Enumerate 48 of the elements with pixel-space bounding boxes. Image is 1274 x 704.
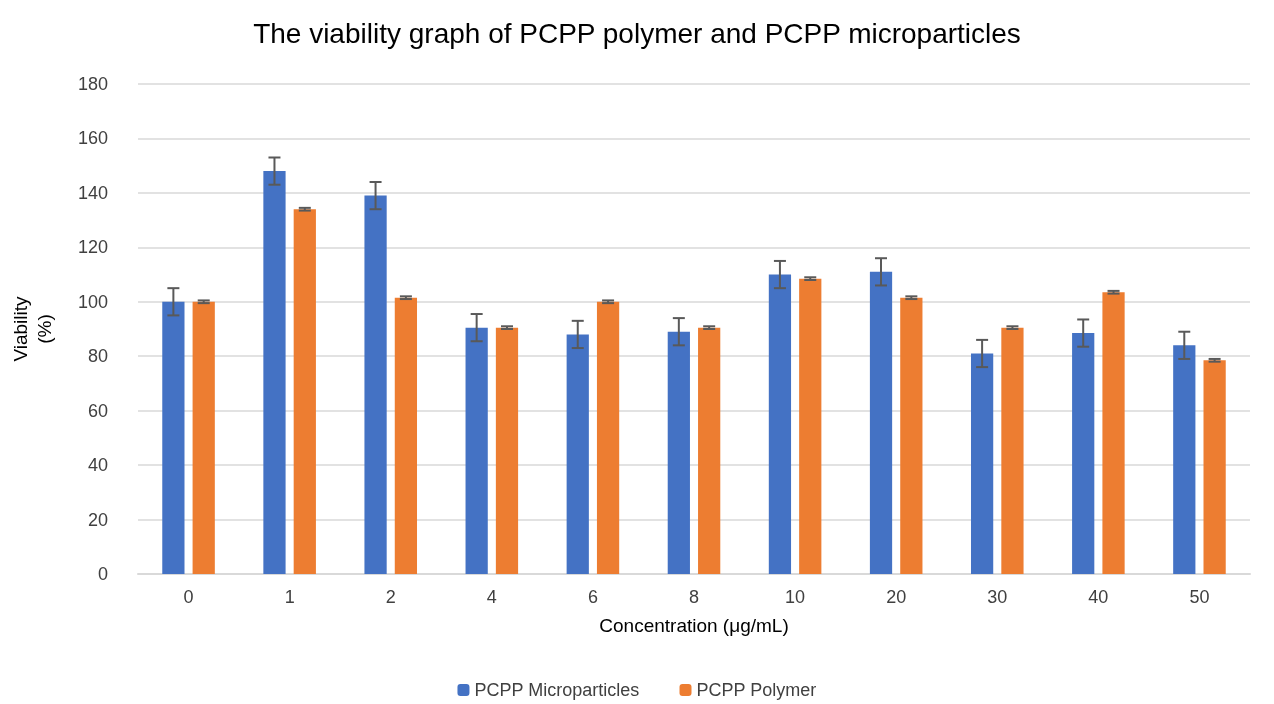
bar: [495, 327, 519, 574]
bar: [192, 301, 215, 574]
y-tick-label: 20: [87, 509, 108, 530]
y-tick-label: 40: [87, 455, 108, 476]
bar: [768, 274, 792, 574]
bar: [1173, 345, 1196, 574]
bar: [900, 297, 923, 574]
x-tick-label: 6: [587, 587, 598, 607]
x-axis-title: Concentration (μg/mL): [599, 615, 789, 636]
bar: [364, 195, 387, 574]
bar: [869, 271, 893, 574]
bar: [293, 209, 316, 574]
bar: [799, 278, 822, 574]
bar: [162, 301, 185, 574]
y-tick-label: 160: [77, 128, 108, 149]
bar: [566, 334, 589, 574]
x-tick-label: 1: [284, 587, 295, 607]
bar: [970, 353, 994, 574]
y-tick-label: 140: [77, 182, 108, 203]
y-tick-label: 100: [77, 291, 108, 312]
x-tick-label: 4: [486, 587, 497, 607]
x-tick-label: 8: [688, 587, 700, 607]
y-tick-label: 60: [87, 400, 108, 421]
bar: [465, 327, 488, 574]
x-tick-label: 2: [385, 587, 396, 607]
bar: [1072, 333, 1095, 574]
x-tick-label: 40: [1088, 587, 1109, 607]
x-tick-label: 30: [987, 587, 1008, 607]
bar: [698, 327, 721, 574]
bar: [1102, 292, 1125, 574]
x-tick-label: 50: [1189, 587, 1210, 607]
y-tick-label: 180: [77, 74, 108, 94]
bar: [1203, 360, 1226, 574]
x-tick-label: 20: [886, 587, 907, 607]
bar: [263, 171, 286, 574]
y-axis-title: Viability (%): [9, 295, 55, 362]
bar: [1001, 327, 1024, 574]
x-tick-label: 10: [785, 587, 806, 607]
bar: [667, 331, 690, 574]
y-tick-label: 120: [77, 237, 108, 258]
bar: [596, 301, 620, 574]
chart-title: The viability graph of PCPP polymer and PCPP microparticles: [253, 17, 1021, 49]
legend-label: PCPP Microparticles: [474, 680, 640, 700]
bar: [394, 297, 418, 574]
y-tick-label: 80: [87, 346, 108, 367]
y-tick-label: 0: [97, 564, 108, 584]
x-tick-label: 0: [183, 587, 194, 607]
legend-label: PCPP Polymer: [696, 680, 817, 700]
